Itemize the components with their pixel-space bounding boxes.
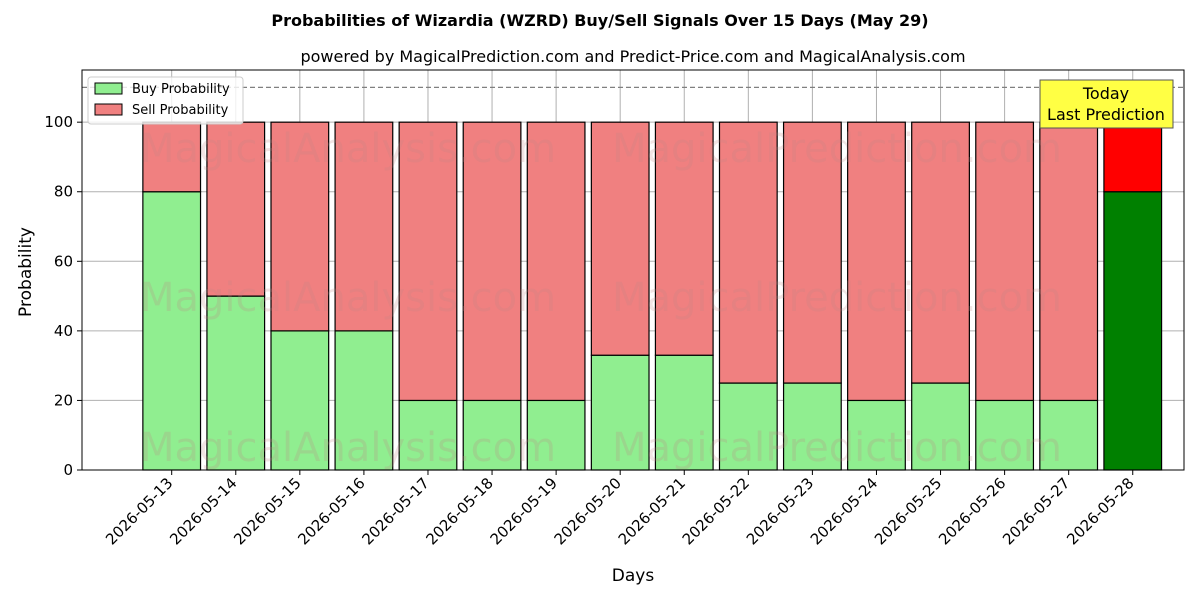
bar-sell [398, 121, 458, 402]
bar-sell [1039, 121, 1099, 402]
legend-box [87, 76, 244, 125]
bar-buy [654, 354, 714, 471]
bar-buy [718, 382, 778, 471]
y-tick-label: 60 [54, 252, 73, 270]
bar-sell [526, 121, 586, 402]
bar-buy [526, 399, 586, 471]
bar-sell [975, 121, 1035, 402]
watermark-text: MagicalAnalysis.com [140, 275, 556, 321]
x-tick-label: 2026-05-13 [102, 474, 176, 548]
y-axis-label: Probability [16, 227, 36, 317]
bar-sell [590, 121, 650, 356]
chart-title: Probabilities of Wizardia (WZRD) Buy/Sel… [271, 11, 928, 30]
legend-label: Sell Probability [132, 103, 229, 118]
x-tick-label: 2026-05-18 [422, 474, 496, 548]
x-tick-label: 2026-05-19 [487, 474, 561, 548]
bar-buy [911, 382, 970, 471]
bar-buy [462, 399, 522, 471]
y-tick-label: 0 [63, 461, 73, 479]
x-tick-label: 2026-05-21 [615, 474, 689, 548]
x-tick-label: 2026-05-20 [551, 474, 625, 548]
watermark-text: MagicalPrediction.com [612, 275, 1062, 321]
bar-sell [782, 121, 842, 384]
bar-sell [334, 121, 394, 332]
chart-subtitle: powered by MagicalPrediction.com and Pre… [300, 47, 965, 66]
watermarks: MagicalAnalysis.com MagicalPrediction.com… [140, 126, 1062, 471]
bar-buy [270, 330, 330, 471]
x-tick-label: 2026-05-24 [807, 474, 881, 548]
x-tick-label: 2026-05-22 [679, 474, 753, 548]
bar-buy [782, 382, 842, 471]
x-tick-label: 2026-05-14 [166, 474, 240, 548]
legend-swatch [94, 82, 123, 95]
x-axis-label: Days [612, 566, 655, 586]
x-tick-label: 2026-05-17 [358, 474, 432, 548]
y-tick-label: 100 [44, 113, 73, 131]
watermark-text: MagicalPrediction.com [612, 126, 1062, 172]
bar-buy [334, 330, 394, 471]
watermark-text: MagicalAnalysis.com [140, 425, 556, 471]
x-tick-label: 2026-05-15 [230, 474, 304, 548]
plot-frame [81, 69, 1185, 471]
x-tick-label: 2026-05-26 [935, 474, 1009, 548]
watermark-text: MagicalAnalysis.com [140, 126, 556, 172]
bars [142, 121, 1163, 471]
bar-sell [462, 121, 522, 402]
bar-sell [270, 121, 330, 332]
x-tick-label: 2026-05-27 [999, 474, 1073, 548]
legend: Buy Probability Sell Probability [87, 76, 244, 125]
bar-sell [847, 121, 906, 402]
bar-sell [718, 121, 778, 384]
y-tick-label: 80 [54, 183, 73, 201]
x-tick-label: 2026-05-16 [294, 474, 368, 548]
bar-sell [1103, 121, 1163, 193]
today-annotation: Today Last Prediction [1039, 79, 1174, 129]
axes [81, 69, 1185, 471]
annotation-text: Last Prediction [1047, 105, 1165, 124]
watermark-text: MagicalPrediction.com [612, 425, 1062, 471]
annotation-text: Today [1082, 84, 1129, 103]
bar-sell [911, 121, 970, 384]
x-tick-label: 2026-05-28 [1063, 474, 1137, 548]
y-tick-label: 40 [54, 322, 73, 340]
bar-buy [206, 295, 266, 471]
x-tick-label: 2026-05-25 [871, 474, 945, 548]
bar-buy [847, 399, 906, 471]
x-tick-label: 2026-05-23 [743, 474, 817, 548]
bar-buy [1103, 191, 1163, 471]
bar-buy [398, 399, 458, 471]
legend-label: Buy Probability [132, 82, 230, 97]
legend-swatch [94, 103, 123, 116]
annotation-box [1039, 79, 1174, 129]
bar-buy [590, 354, 650, 471]
bar-sell [654, 121, 714, 356]
y-tick-label: 20 [54, 391, 73, 409]
